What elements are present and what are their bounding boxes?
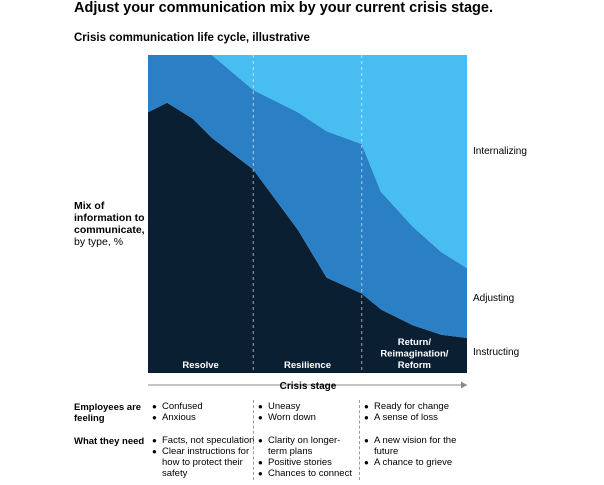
x-axis-arrow-icon xyxy=(461,381,467,389)
y-axis-label-unit: by type, % xyxy=(74,236,124,248)
series-label-adjusting: Adjusting xyxy=(473,293,515,304)
list-item: Ready for change xyxy=(364,401,464,412)
row-label-feeling: Employees are feeling xyxy=(74,402,142,424)
list-item: A sense of loss xyxy=(364,412,464,423)
column-divider xyxy=(253,400,254,480)
series-label-internalizing: Internalizing xyxy=(473,146,527,157)
column-divider xyxy=(359,400,360,480)
area-internalizing xyxy=(148,55,467,269)
stacked-area-chart: Resolve Resilience Return/Reimagination/Re… xyxy=(148,55,467,389)
series-label-instructing: Instructing xyxy=(473,347,520,358)
list-item: Positive stories xyxy=(258,457,358,468)
stage-label: Resilience xyxy=(284,360,331,371)
y-axis-label-bold: Mix of information to communicate, xyxy=(74,200,145,236)
row-label-need: What they need xyxy=(74,436,145,447)
list-item: Anxious xyxy=(152,412,252,423)
list-item: Confused xyxy=(152,401,252,412)
need-resilience: Clarity on longer-term plans Positive st… xyxy=(258,435,358,479)
feeling-resolve: Confused Anxious xyxy=(152,401,252,423)
list-item: Worn down xyxy=(258,412,358,423)
x-axis-title: Crisis stage xyxy=(279,381,337,392)
list-item: Clear instructions for how to protect th… xyxy=(152,446,256,479)
list-item: A chance to grieve xyxy=(364,457,468,468)
stage-label: Resolve xyxy=(182,360,218,371)
list-item: Chances to connect xyxy=(258,468,358,479)
area-adjusting xyxy=(148,55,467,338)
page-title: Adjust your communication mix by your cu… xyxy=(74,0,493,16)
list-item: Facts, not speculation xyxy=(152,435,256,446)
list-item: Clarity on longer-term plans xyxy=(258,435,358,457)
area-instructing xyxy=(148,102,467,373)
y-axis-label: Mix of information to communicate, by ty… xyxy=(74,200,148,248)
feeling-resilience: Uneasy Worn down xyxy=(258,401,358,423)
stage-label: Return/Reimagination/Reform xyxy=(380,337,448,371)
need-return: A new vision for the future A chance to … xyxy=(364,435,468,468)
list-item: A new vision for the future xyxy=(364,435,468,457)
list-item: Uneasy xyxy=(258,401,358,412)
feeling-return: Ready for change A sense of loss xyxy=(364,401,464,423)
chart-subtitle: Crisis communication life cycle, illustr… xyxy=(74,32,310,44)
need-resolve: Facts, not speculation Clear instruction… xyxy=(152,435,256,479)
